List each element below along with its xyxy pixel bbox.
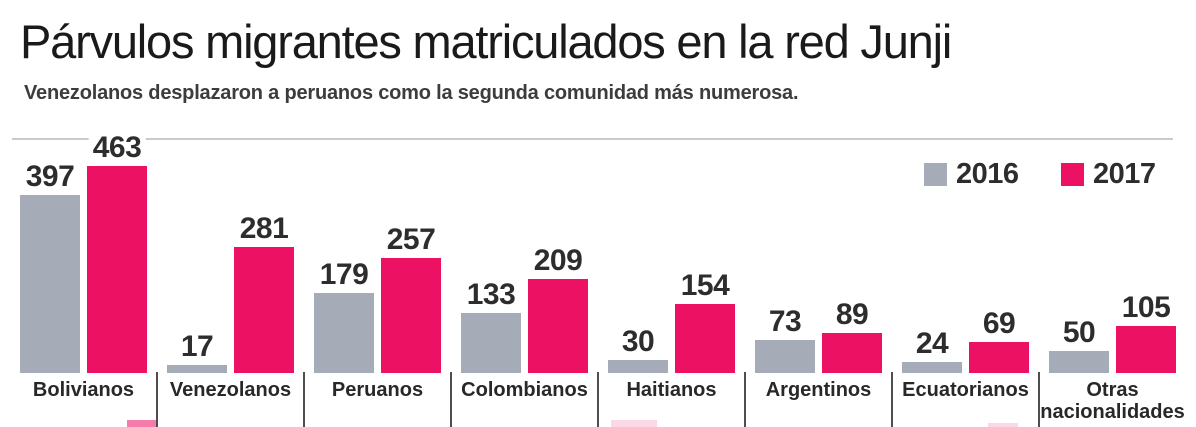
bar-2016-venezolanos xyxy=(167,365,227,373)
value-label-2016-otras-nacionalidades: 50 xyxy=(1058,318,1100,348)
value-label-2017-bolivianos: 463 xyxy=(88,133,146,163)
category-label-venezolanos: Venezolanos xyxy=(169,379,292,401)
bar-2017-bolivianos xyxy=(87,166,147,373)
category-label-haitianos: Haitianos xyxy=(626,379,717,401)
value-label-2016-ecuatorianos: 24 xyxy=(911,329,953,359)
cutoff-bar-fragment xyxy=(127,420,157,427)
value-label-2017-peruanos: 257 xyxy=(382,225,440,255)
bar-2016-argentinos xyxy=(755,340,815,373)
legend-item-2017: 2017 xyxy=(1061,158,1156,190)
legend-swatch-2016 xyxy=(924,163,947,186)
legend-item-2016: 2016 xyxy=(924,158,1019,190)
bar-2017-ecuatorianos xyxy=(969,342,1029,373)
chart-subtitle: Venezolanos desplazaron a peruanos como … xyxy=(24,82,799,104)
value-label-2016-venezolanos: 17 xyxy=(176,332,218,362)
category-label-ecuatorianos: Ecuatorianos xyxy=(902,379,1029,401)
value-label-2016-haitianos: 30 xyxy=(617,327,659,357)
bar-2017-haitianos xyxy=(675,304,735,373)
category-divider xyxy=(450,372,452,427)
category-label-colombianos: Colombianos xyxy=(461,379,588,401)
bar-2017-venezolanos xyxy=(234,247,294,373)
value-label-2017-colombianos: 209 xyxy=(529,246,587,276)
category-label-peruanos: Peruanos xyxy=(331,379,424,401)
bar-2017-peruanos xyxy=(381,258,441,373)
bar-2016-ecuatorianos xyxy=(902,362,962,373)
bar-2016-colombianos xyxy=(461,313,521,373)
category-divider xyxy=(597,372,599,427)
cutoff-bar-fragment xyxy=(611,420,657,427)
plot-top-rule xyxy=(12,138,1173,140)
bar-2017-otras-nacionalidades xyxy=(1116,326,1176,373)
bar-2017-argentinos xyxy=(822,333,882,373)
value-label-2017-otras-nacionalidades: 105 xyxy=(1117,293,1175,323)
chart-title: Párvulos migrantes matriculados en la re… xyxy=(20,15,952,68)
category-divider xyxy=(303,372,305,427)
bar-2016-peruanos xyxy=(314,293,374,373)
value-label-2017-haitianos: 154 xyxy=(676,271,734,301)
category-divider xyxy=(1038,372,1040,427)
category-label-otras-nacionalidades: Otras nacionalidades xyxy=(1040,379,1185,423)
category-divider xyxy=(156,372,158,427)
value-label-2016-argentinos: 73 xyxy=(764,307,806,337)
legend-label: 2017 xyxy=(1093,158,1156,190)
bar-2016-otras-nacionalidades xyxy=(1049,351,1109,373)
bar-2017-colombianos xyxy=(528,279,588,373)
value-label-2016-bolivianos: 397 xyxy=(21,162,79,192)
value-label-2016-colombianos: 133 xyxy=(462,280,520,310)
value-label-2017-ecuatorianos: 69 xyxy=(978,309,1020,339)
legend-swatch-2017 xyxy=(1061,163,1084,186)
category-label-argentinos: Argentinos xyxy=(765,379,872,401)
bar-2016-bolivianos xyxy=(20,195,80,373)
bar-2016-haitianos xyxy=(608,360,668,373)
category-divider xyxy=(744,372,746,427)
value-label-2017-venezolanos: 281 xyxy=(235,214,293,244)
cutoff-bar-fragment xyxy=(988,423,1018,427)
category-label-bolivianos: Bolivianos xyxy=(32,379,135,401)
category-divider xyxy=(891,372,893,427)
legend-label: 2016 xyxy=(956,158,1019,190)
value-label-2016-peruanos: 179 xyxy=(315,260,373,290)
value-label-2017-argentinos: 89 xyxy=(831,300,873,330)
